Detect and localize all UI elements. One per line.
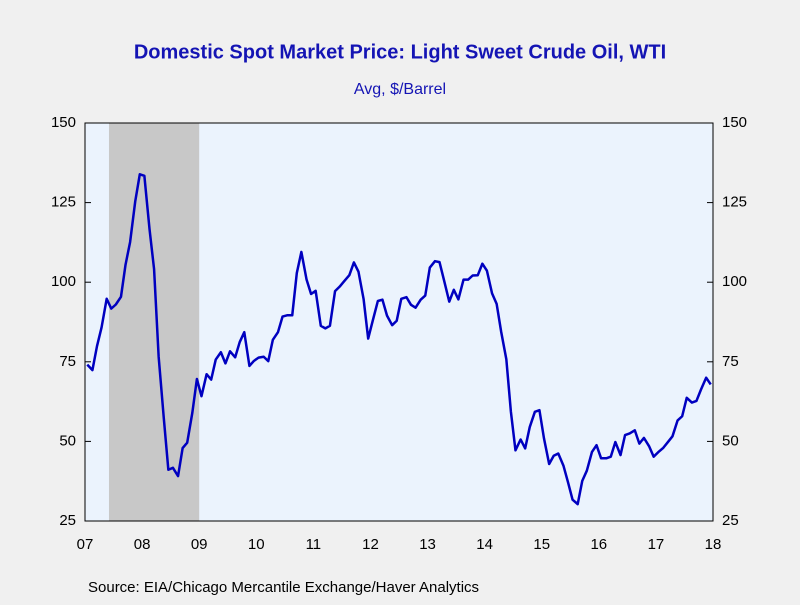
x-tick-label: 13	[419, 536, 436, 553]
x-tick-label: 07	[77, 536, 94, 553]
y-tick-label: 75	[59, 353, 76, 370]
y-tick-label: 150	[51, 114, 76, 131]
y-tick-label-right: 75	[722, 353, 739, 370]
y-tick-label: 50	[59, 432, 76, 449]
y-tick-label-right: 25	[722, 512, 739, 529]
x-tick-label: 10	[248, 536, 265, 553]
x-tick-label: 09	[191, 536, 208, 553]
x-tick-label: 16	[590, 536, 607, 553]
x-tick-label: 11	[306, 536, 322, 553]
x-tick-label: 14	[476, 536, 493, 553]
price-line	[86, 173, 712, 506]
y-tick-label-right: 150	[722, 114, 747, 131]
x-tick-label: 15	[533, 536, 550, 553]
chart-subtitle: Avg, $/Barrel	[354, 81, 446, 98]
y-tick-label: 125	[51, 194, 76, 211]
y-tick-label: 25	[59, 512, 76, 529]
x-tick-label: 08	[134, 536, 151, 553]
y-tick-label-right: 100	[722, 273, 747, 290]
plot-frame	[84, 122, 714, 522]
y-tick-label-right: 125	[722, 194, 747, 211]
chart-title: Domestic Spot Market Price: Light Sweet …	[134, 41, 666, 63]
x-tick-label: 12	[362, 536, 379, 553]
x-tick-label: 18	[705, 536, 722, 553]
y-tick-label-right: 50	[722, 432, 739, 449]
source-note: Source: EIA/Chicago Mercantile Exchange/…	[88, 579, 479, 596]
recession-band	[108, 123, 200, 521]
x-tick-label: 17	[648, 536, 665, 553]
y-tick-label: 100	[51, 273, 76, 290]
